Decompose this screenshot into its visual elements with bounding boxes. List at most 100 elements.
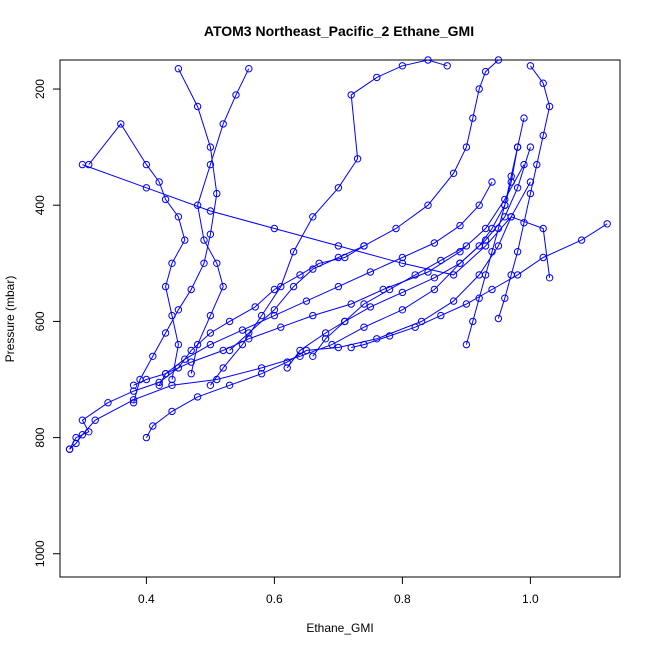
series-line	[229, 59, 499, 351]
data-point	[513, 184, 522, 192]
series-15	[462, 114, 528, 349]
data-point	[449, 271, 458, 279]
data-point	[411, 271, 419, 279]
data-point	[481, 224, 490, 233]
data-point	[366, 268, 375, 276]
data-point	[219, 120, 227, 128]
data-point	[206, 230, 215, 239]
series-line	[190, 68, 250, 374]
data-point	[533, 160, 541, 169]
data-point	[277, 323, 285, 331]
data-point	[539, 253, 547, 262]
data-point	[187, 346, 195, 355]
data-point	[283, 358, 291, 366]
data-point	[488, 285, 496, 294]
data-point	[174, 306, 183, 314]
series-line	[351, 223, 608, 348]
data-point	[462, 300, 471, 308]
data-point	[360, 340, 368, 349]
data-point	[142, 375, 151, 384]
data-point	[238, 340, 247, 349]
series-7	[85, 120, 189, 384]
data-point	[251, 303, 259, 311]
data-point	[501, 294, 509, 302]
data-point	[206, 143, 215, 151]
data-point	[104, 399, 112, 407]
data-point	[360, 300, 368, 308]
series-line	[158, 181, 493, 386]
data-point	[475, 294, 483, 302]
data-point	[168, 381, 176, 389]
data-point	[398, 306, 407, 314]
data-point	[347, 300, 355, 308]
data-point	[449, 297, 458, 305]
data-point	[539, 131, 547, 140]
data-point	[206, 207, 215, 215]
data-point	[507, 271, 515, 279]
data-point	[245, 65, 253, 73]
series-9	[206, 56, 451, 389]
data-point	[168, 311, 176, 320]
data-point	[545, 102, 554, 111]
data-point	[520, 160, 528, 169]
data-point	[526, 178, 535, 186]
data-point	[321, 329, 330, 337]
data-point	[270, 306, 279, 314]
data-point	[181, 355, 189, 363]
data-point	[161, 370, 170, 378]
data-point	[168, 375, 176, 384]
data-point	[507, 178, 515, 186]
data-point	[149, 352, 157, 360]
series-line	[497, 65, 551, 319]
data-point	[78, 431, 87, 439]
series-10	[225, 56, 503, 355]
data-point	[277, 282, 285, 291]
data-point	[513, 143, 522, 151]
data-point	[545, 274, 554, 282]
data-point	[347, 91, 355, 99]
data-point	[520, 114, 528, 122]
series-layer	[65, 56, 611, 453]
series-8	[187, 65, 253, 378]
data-point	[494, 56, 503, 64]
data-point	[513, 248, 522, 256]
data-point	[437, 311, 445, 320]
chart-title: ATOM3 Northeast_Pacific_2 Ethane_GMI	[204, 23, 474, 39]
data-point	[206, 340, 215, 349]
data-point	[430, 239, 439, 247]
data-point	[469, 317, 477, 326]
data-point	[539, 224, 547, 233]
data-point	[456, 259, 464, 267]
data-point	[219, 346, 227, 355]
data-point	[168, 407, 176, 416]
data-point	[225, 317, 234, 326]
data-point	[481, 67, 490, 76]
data-point	[360, 323, 368, 331]
data-point	[475, 85, 483, 93]
data-point	[398, 62, 407, 70]
data-point	[213, 259, 221, 267]
x-tick-label: 0.8	[394, 592, 411, 606]
y-tick-label: 600	[33, 311, 47, 331]
data-point	[155, 378, 163, 387]
data-point	[174, 364, 183, 372]
data-point	[494, 224, 503, 233]
data-point	[475, 242, 483, 250]
data-point	[296, 271, 304, 279]
plot-frame	[59, 59, 621, 578]
data-point	[501, 195, 509, 204]
data-point	[411, 323, 419, 331]
data-point	[142, 433, 151, 442]
series-line	[465, 117, 525, 345]
data-point	[257, 364, 266, 372]
data-point	[449, 169, 458, 178]
data-point	[488, 248, 496, 256]
data-point	[117, 120, 125, 128]
data-point	[309, 311, 317, 320]
series-line	[312, 245, 467, 357]
series-line	[69, 245, 365, 450]
series-12	[347, 220, 611, 352]
data-point	[507, 213, 515, 221]
data-point	[206, 311, 215, 320]
